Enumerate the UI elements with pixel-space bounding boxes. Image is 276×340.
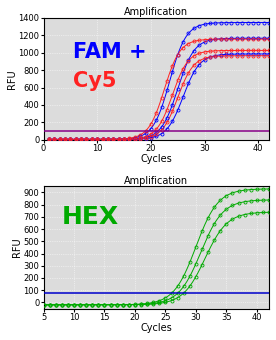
- Y-axis label: RFU: RFU: [7, 69, 17, 89]
- Title: Amplification: Amplification: [124, 175, 188, 186]
- Text: HEX: HEX: [62, 205, 119, 229]
- X-axis label: Cycles: Cycles: [140, 154, 172, 165]
- Title: Amplification: Amplification: [124, 7, 188, 17]
- X-axis label: Cycles: Cycles: [140, 323, 172, 333]
- Text: FAM +: FAM +: [73, 42, 147, 62]
- Text: Cy5: Cy5: [73, 71, 116, 91]
- Y-axis label: RFU: RFU: [12, 238, 22, 257]
